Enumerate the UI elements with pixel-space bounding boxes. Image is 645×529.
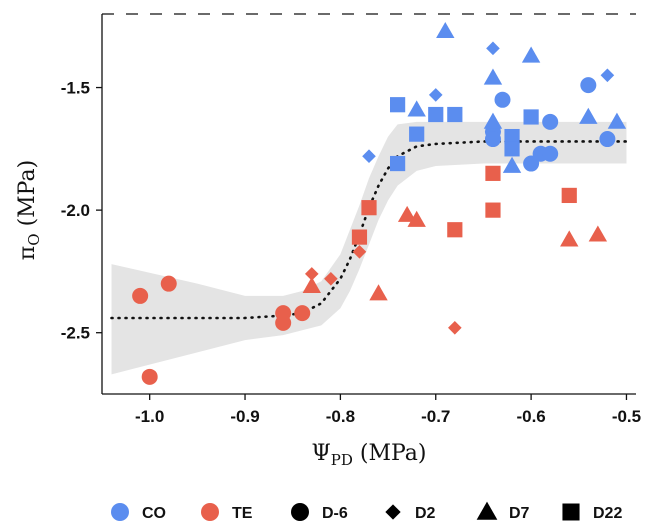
point-te-circle	[160, 275, 177, 292]
point-co-square	[390, 155, 406, 172]
point-co-triangle	[436, 21, 455, 39]
x-tick-label: -0.5	[612, 407, 641, 426]
point-co-triangle	[483, 112, 503, 129]
point-co-circle	[542, 145, 559, 162]
point-te-square	[485, 165, 501, 181]
point-co-triangle	[407, 100, 426, 117]
x-axis-title-sub: PD	[331, 451, 353, 469]
point-co-circle	[599, 131, 616, 148]
x-tick-label: -0.6	[516, 407, 545, 426]
point-te-diamond	[448, 321, 462, 335]
point-co-diamond	[600, 68, 615, 83]
x-axis-title: ΨPD (MPa)	[311, 441, 426, 469]
point-co-circle	[580, 77, 597, 94]
point-co-square	[428, 106, 444, 123]
point-te-square	[561, 187, 577, 204]
x-axis-title-unit: (MPa)	[353, 441, 427, 466]
point-co-square	[390, 97, 406, 113]
fit-line-layer	[110, 140, 628, 320]
point-co-diamond	[428, 88, 443, 102]
y-axis-title: πO (MPa)	[15, 160, 43, 260]
legend-co-key	[111, 503, 129, 521]
point-co-circle	[523, 155, 540, 172]
legend-d22-key	[562, 503, 580, 521]
y-axis-title-main: π	[15, 246, 40, 260]
point-co-diamond	[362, 149, 376, 163]
x-tick-label: -0.9	[230, 407, 259, 426]
point-te-square	[447, 222, 463, 238]
point-co-square	[447, 106, 463, 123]
point-co-triangle	[502, 156, 522, 173]
confidence-band-layer	[111, 121, 627, 375]
legend: CO TE D-6 D2 D7 D22	[111, 501, 622, 522]
point-te-triangle	[397, 205, 417, 222]
y-axis-title-unit: (MPa)	[15, 160, 40, 234]
fit-line	[110, 140, 628, 320]
point-te-circle	[132, 287, 149, 304]
point-te-diamond	[304, 267, 319, 281]
point-te-triangle	[302, 276, 321, 294]
x-tick-label: -0.7	[421, 407, 450, 426]
legend-co-item: CO	[111, 503, 166, 522]
legend-d-6-label: D-6	[322, 505, 348, 522]
legend-d2-key	[385, 504, 401, 520]
point-co-circle	[484, 131, 501, 148]
point-te-triangle	[560, 230, 579, 247]
x-axis-title-main: Ψ	[311, 441, 330, 466]
axes-layer: -1.0 -0.9 -0.8 -0.7 -0.6 -0.5 -2.5 -2.0 -1.5	[61, 13, 641, 426]
y-tick-label: -2.0	[61, 201, 90, 220]
point-co-square	[409, 126, 425, 142]
legend-te-key	[201, 503, 219, 521]
legend-d2-label: D2	[415, 505, 436, 522]
y-tick-label: -2.5	[61, 324, 90, 343]
point-te-circle	[141, 368, 158, 385]
legend-d-6-item: D-6	[291, 503, 348, 522]
point-co-triangle	[521, 46, 541, 63]
legend-d2-item: D2	[385, 504, 436, 522]
point-te-diamond	[324, 271, 338, 286]
point-co-triangle	[579, 107, 598, 124]
point-te-circle	[275, 314, 292, 331]
legend-d-6-key	[291, 503, 309, 521]
point-co-circle	[494, 91, 511, 108]
point-te-square	[485, 202, 501, 218]
legend-te-item: TE	[201, 503, 253, 522]
y-axis-title-sub: O	[25, 233, 43, 245]
point-co-circle	[542, 113, 559, 130]
point-co-square	[504, 128, 520, 145]
legend-co-label: CO	[142, 505, 166, 522]
point-te-diamond	[352, 245, 367, 259]
legend-te-label: TE	[232, 505, 253, 522]
point-te-triangle	[588, 225, 608, 242]
legend-d7-key	[476, 501, 498, 520]
point-co-square	[523, 109, 539, 125]
y-tick-label: -1.5	[61, 79, 90, 98]
points-layer	[132, 21, 627, 385]
point-co-square	[504, 141, 520, 157]
point-te-circle	[294, 305, 311, 322]
point-co-diamond	[486, 41, 500, 56]
x-tick-label: -0.8	[326, 407, 355, 426]
x-tick-label: -1.0	[135, 407, 164, 426]
point-co-triangle	[483, 68, 503, 85]
legend-d22-item: D22	[562, 503, 622, 522]
point-te-triangle	[407, 210, 426, 227]
point-te-triangle	[369, 284, 388, 301]
legend-d7-label: D7	[509, 505, 530, 522]
point-co-triangle	[607, 112, 627, 129]
point-te-square	[351, 229, 368, 245]
legend-d22-label: D22	[593, 505, 622, 522]
confidence-band	[111, 121, 627, 375]
point-te-square	[361, 200, 377, 216]
legend-d7-item: D7	[476, 501, 530, 522]
